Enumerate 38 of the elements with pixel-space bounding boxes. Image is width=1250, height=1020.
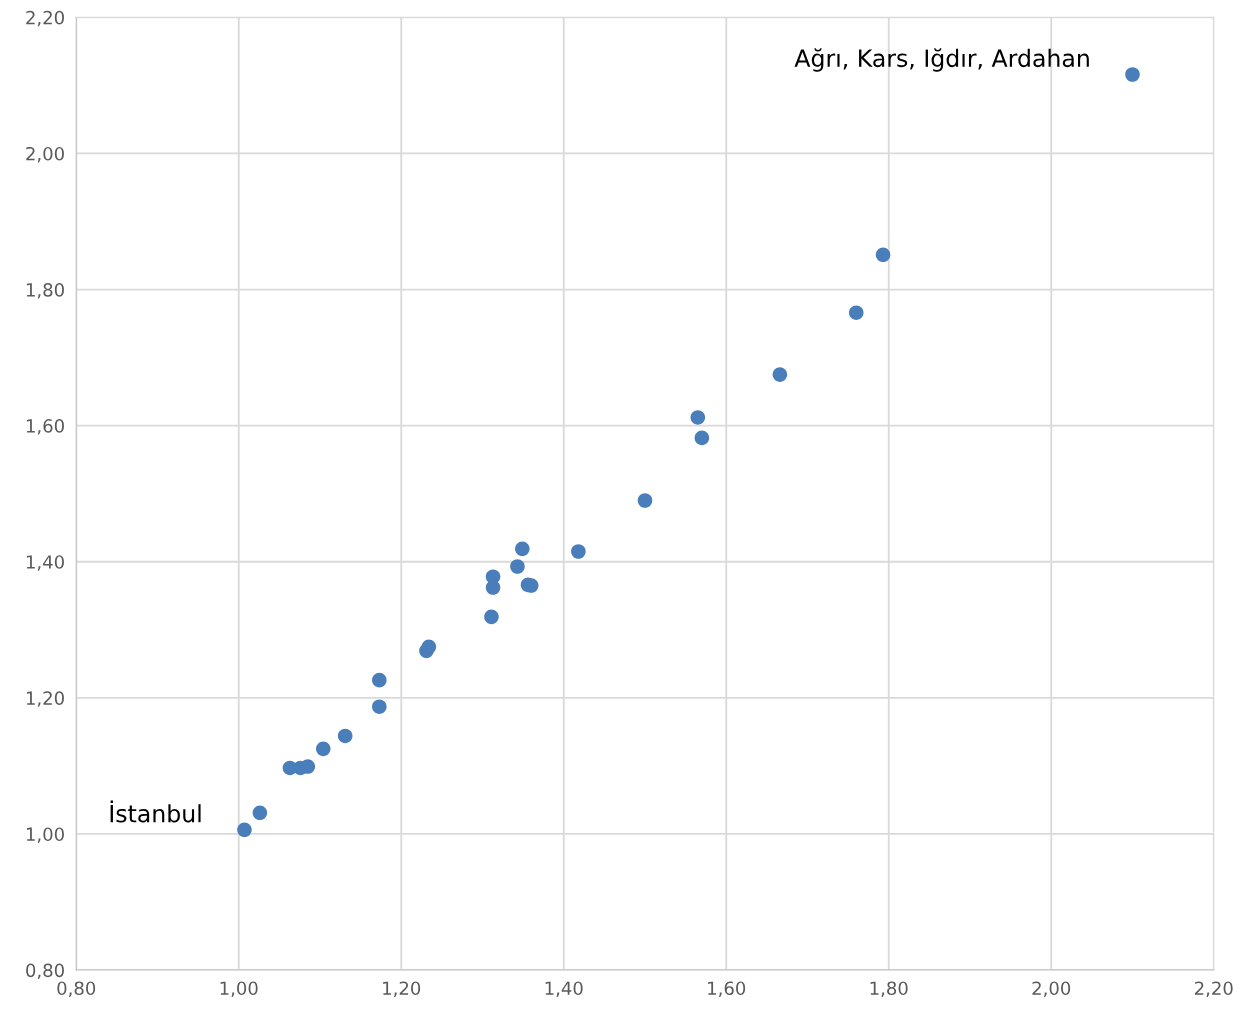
point bbox=[515, 541, 530, 557]
x-tick-label: 0,80 bbox=[57, 981, 96, 997]
point bbox=[315, 741, 331, 757]
annotation: Ağrı, Kars, Iğdır, Ardahan bbox=[794, 48, 1089, 72]
x-tick-label: 1,40 bbox=[545, 981, 583, 997]
point bbox=[252, 805, 268, 821]
x-tick-label: 2,20 bbox=[1194, 981, 1233, 997]
point bbox=[237, 822, 252, 838]
point bbox=[419, 643, 434, 659]
point bbox=[637, 493, 653, 508]
y-tick-label: 1,00 bbox=[26, 827, 64, 843]
x-tick-label: 1,80 bbox=[870, 981, 908, 997]
point bbox=[848, 305, 864, 320]
point bbox=[1125, 67, 1140, 82]
x-tick-label: 1,20 bbox=[383, 981, 421, 997]
y-tick-label: 0,80 bbox=[26, 963, 64, 979]
y-tick-label: 1,80 bbox=[26, 282, 64, 299]
point bbox=[875, 247, 891, 263]
x-tick-label: 2,00 bbox=[1032, 981, 1071, 997]
point bbox=[372, 699, 387, 714]
point bbox=[510, 559, 525, 574]
y-tick-label: 2,20 bbox=[26, 10, 64, 27]
y-tick-label: 1,60 bbox=[26, 419, 64, 435]
x-tick-label: 1,60 bbox=[708, 981, 746, 997]
point bbox=[485, 580, 501, 595]
point bbox=[372, 672, 387, 688]
y-tick-label: 2,00 bbox=[26, 146, 64, 163]
point bbox=[571, 544, 586, 559]
annotation: İstanbul bbox=[110, 800, 201, 823]
x-tick-label: 1,00 bbox=[220, 981, 258, 997]
point bbox=[337, 728, 353, 744]
point bbox=[694, 430, 710, 446]
point bbox=[484, 609, 499, 625]
point bbox=[772, 367, 788, 382]
y-tick-label: 1,20 bbox=[26, 691, 64, 707]
point bbox=[282, 760, 298, 776]
y-tick-label: 1,40 bbox=[26, 555, 64, 571]
point bbox=[690, 410, 706, 425]
